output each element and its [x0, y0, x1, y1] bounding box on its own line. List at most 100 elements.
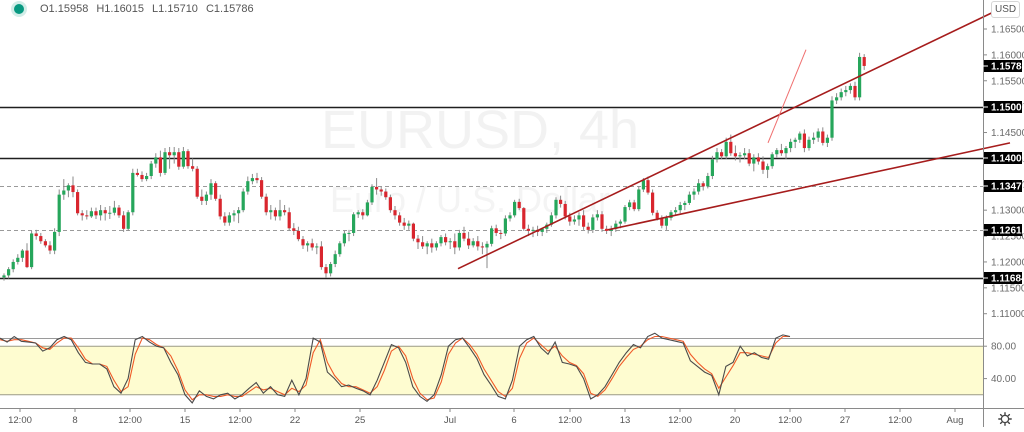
- candle-body: [641, 180, 645, 190]
- candle-body: [48, 245, 52, 251]
- chart-settings-button[interactable]: [998, 412, 1012, 426]
- candle-body: [108, 212, 112, 214]
- candle-body: [154, 157, 158, 164]
- candle-body: [218, 198, 222, 217]
- candle-body: [724, 141, 728, 157]
- time-tick-label: 12:00: [668, 415, 692, 426]
- candle-body: [637, 189, 641, 210]
- time-tick-label: 13: [620, 415, 631, 426]
- candle-body: [651, 192, 655, 213]
- candle-body: [361, 212, 365, 216]
- candle-body: [623, 207, 627, 222]
- candle-body: [494, 228, 498, 233]
- price-label-1.15786: 1.15786: [991, 62, 1024, 73]
- candle-body: [89, 211, 93, 217]
- candle-body: [701, 183, 705, 187]
- candle-body: [85, 215, 89, 217]
- candle-body: [416, 238, 420, 243]
- candle-body: [471, 241, 475, 246]
- candle-body: [729, 141, 733, 154]
- trendline-2[interactable]: [607, 142, 1011, 231]
- ohlc-high: H1.16015: [96, 3, 145, 15]
- candle-body: [53, 231, 57, 251]
- candle-body: [103, 210, 107, 214]
- candle-body: [149, 163, 153, 177]
- candle-body: [352, 214, 356, 233]
- candle-body: [586, 226, 590, 230]
- trendlines[interactable]: [457, 3, 1011, 270]
- candle-body: [747, 153, 751, 164]
- candle-body: [802, 133, 806, 149]
- candle-body: [678, 204, 682, 211]
- candle-body: [761, 161, 765, 170]
- symbol-watermark: EURUSD, 4h Euro / U.S. Dollar: [321, 100, 639, 220]
- candle-body: [531, 229, 535, 231]
- candle-body: [25, 250, 29, 268]
- candle-body: [117, 207, 121, 216]
- candle-body: [421, 242, 425, 247]
- candle-body: [200, 196, 204, 201]
- candle-body: [692, 191, 696, 195]
- candle-body: [20, 250, 24, 258]
- candle-body: [398, 215, 402, 223]
- price-label-bg: [984, 60, 1022, 72]
- candle-body: [605, 228, 609, 231]
- candle-body: [43, 241, 47, 246]
- candle-body: [66, 185, 70, 191]
- candle-body: [687, 194, 691, 203]
- candle-body: [407, 223, 411, 226]
- candle-body: [140, 174, 144, 180]
- candle-body: [858, 56, 862, 98]
- candle-body: [324, 267, 328, 274]
- time-tick-label: Jul: [444, 415, 456, 426]
- candle-body: [439, 237, 443, 244]
- candle-body: [655, 212, 659, 219]
- candle-body: [738, 155, 742, 157]
- price-label-1.11684: 1.11684: [991, 274, 1024, 285]
- stochastic-d-line: [0, 335, 790, 401]
- trendline-1[interactable]: [457, 3, 1011, 270]
- candle-body: [255, 178, 259, 181]
- candle-body: [618, 221, 622, 224]
- price-tick-label: 1.11500: [991, 283, 1024, 294]
- candle-body: [30, 233, 34, 268]
- candle-body: [181, 151, 185, 167]
- currency-unit-button[interactable]: USD: [991, 1, 1021, 18]
- time-tick-label: 12:00: [118, 415, 142, 426]
- candle-body: [347, 232, 351, 234]
- watermark-symbol: EURUSD, 4h: [321, 100, 639, 160]
- candle-body: [411, 223, 415, 239]
- candle-body: [582, 215, 586, 227]
- candle-body: [444, 237, 448, 243]
- candle-body: [591, 217, 595, 230]
- time-tick-label: 25: [355, 415, 366, 426]
- candle-body: [563, 203, 567, 217]
- stochastic-pane: [0, 332, 983, 404]
- trendline-3[interactable]: [767, 49, 807, 144]
- candle-body: [158, 157, 162, 173]
- candle-body: [2, 275, 6, 278]
- candle-body: [342, 233, 346, 244]
- candle-body: [99, 210, 103, 216]
- candle-body: [453, 241, 457, 248]
- candle-body: [145, 176, 149, 180]
- candle-body: [186, 151, 190, 167]
- stochastic-k-line: [0, 332, 791, 404]
- price-label-1.14000: 1.14000: [991, 154, 1024, 165]
- candle-body: [448, 241, 452, 243]
- candle-body: [135, 172, 139, 175]
- candle-body: [490, 228, 494, 244]
- candle-body: [241, 191, 245, 211]
- price-tick-label: 1.12000: [991, 257, 1024, 268]
- candle-body: [775, 150, 779, 155]
- candle-body: [191, 166, 195, 169]
- ohlc-legend: O1.15958 H1.16015 L1.15710 C1.15786: [14, 3, 254, 15]
- candle-body: [720, 152, 724, 157]
- price-tick-label: 1.16500: [991, 24, 1024, 35]
- candle-body: [807, 139, 811, 149]
- candle-body: [94, 211, 98, 216]
- candle-body: [526, 228, 530, 231]
- candle-body: [319, 246, 323, 268]
